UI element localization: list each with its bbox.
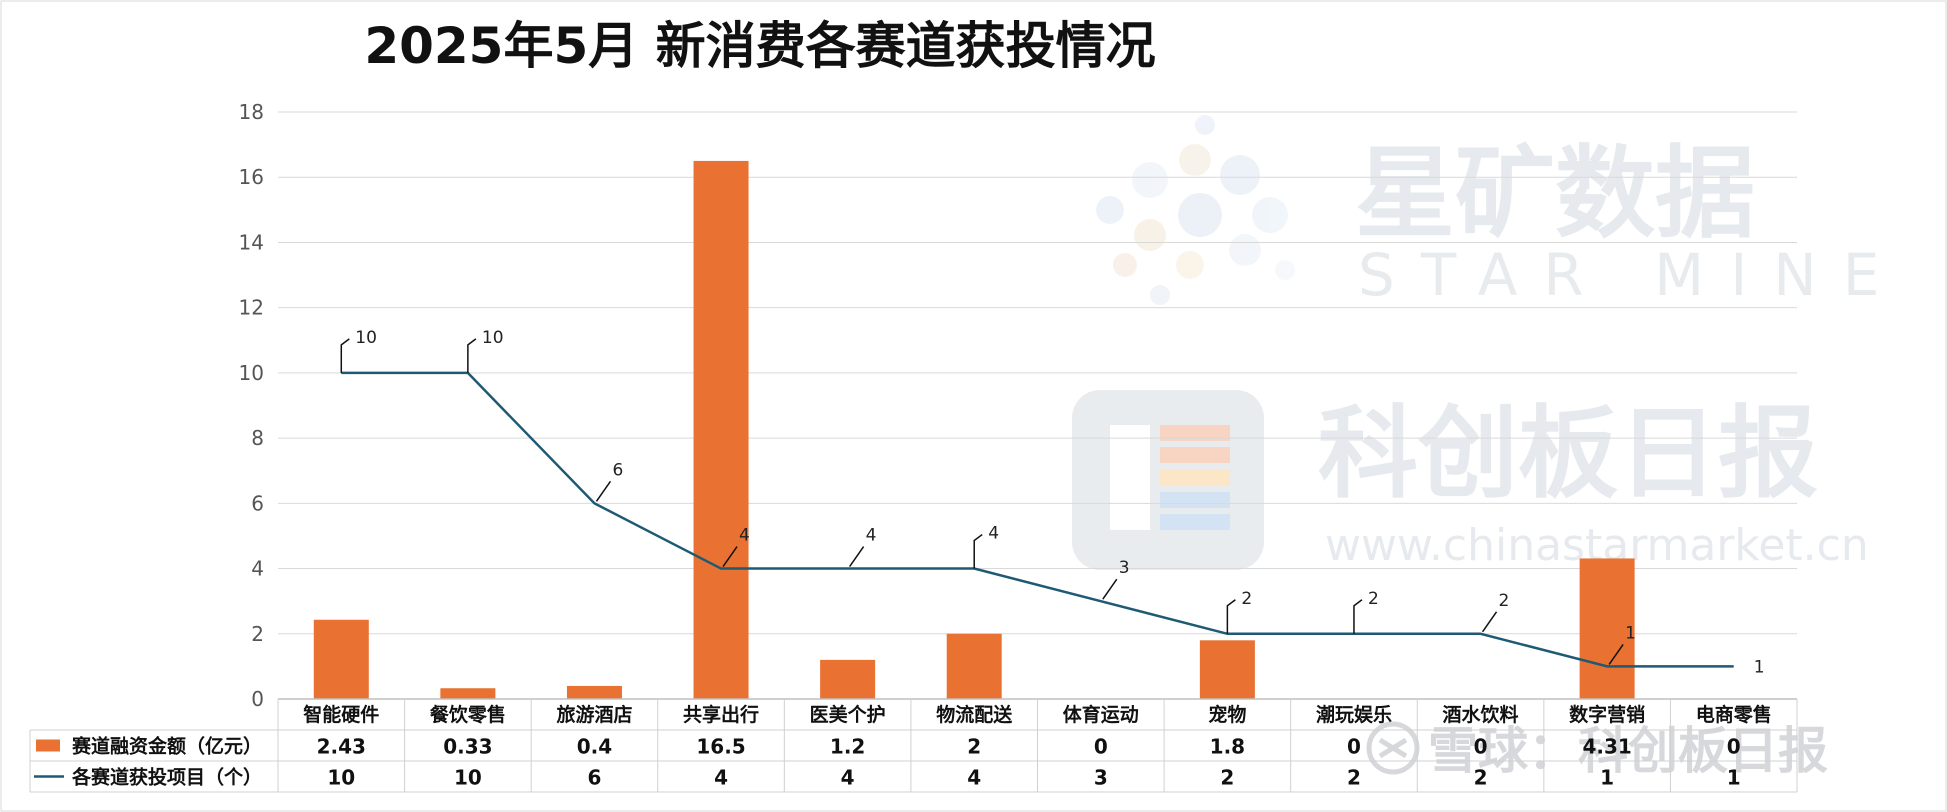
line-data-label: 2 (1241, 589, 1252, 609)
table-cell: 1 (1600, 766, 1614, 790)
table-cell: 2.43 (317, 735, 366, 759)
table-cell: 0 (1094, 735, 1108, 759)
legend-swatch (36, 739, 60, 752)
watermark-snowball: 雪球：科创板日报 (1428, 722, 1828, 780)
bar-layer (313, 160, 1635, 699)
table-cell: 4 (967, 766, 981, 790)
data-table: 智能硬件 餐饮零售 旅游酒店 共享出行 医美个护 物流配送 体育运动 宠物 潮玩娱乐 酒水饮料 数字… (29, 698, 1798, 793)
y-tick-label: 0 (251, 687, 264, 711)
category-label: 数字营销 (1569, 703, 1645, 726)
paper-logo (1072, 390, 1264, 570)
y-tick-label: 4 (251, 557, 264, 581)
line-data-label: 4 (988, 524, 999, 544)
category-label: 共享出行 (683, 703, 759, 726)
line-data-label: 6 (612, 460, 623, 480)
table-cell: 6 (587, 766, 601, 790)
table-cell: 10 (454, 766, 482, 790)
line-data-label: 4 (866, 526, 877, 546)
leader-line (1353, 599, 1363, 634)
legend-label: 各赛道获投项目（个） (71, 766, 262, 789)
star-mine-logo (1096, 115, 1295, 305)
leader-line (722, 546, 738, 567)
table-cell: 0 (1347, 735, 1361, 759)
y-tick-label: 6 (251, 491, 264, 515)
category-label: 医美个护 (810, 703, 886, 726)
line-data-label: 1 (1625, 623, 1636, 643)
y-tick-label: 18 (239, 100, 264, 124)
leader-line (1102, 578, 1118, 600)
y-tick-label: 10 (239, 361, 264, 385)
table-cell: 1 (1727, 766, 1741, 790)
leader-line (1608, 643, 1624, 665)
leader-line (849, 546, 865, 567)
table-cell: 2 (1474, 766, 1488, 790)
line-data-label: 10 (482, 328, 504, 348)
bar (946, 633, 1002, 699)
bar (566, 685, 622, 699)
table-cell: 0 (1727, 735, 1741, 759)
table-cell: 4 (714, 766, 728, 790)
table-cell: 4.31 (1582, 735, 1631, 759)
table-cell: 16.5 (696, 735, 745, 759)
chart-title: 2025年5月 新消费各赛道获投情况 (364, 17, 1155, 75)
watermark-brand-cn: 星矿数据 (1355, 135, 1755, 252)
y-tick-label: 16 (239, 165, 264, 189)
watermark-paper-name: 科创板日报 (1318, 395, 1818, 512)
series-line (341, 371, 1734, 668)
category-label: 旅游酒店 (556, 703, 632, 726)
category-label: 餐饮零售 (430, 703, 506, 726)
table-cell: 1.8 (1210, 735, 1245, 759)
y-tick-label: 14 (239, 230, 264, 254)
leader-line (1226, 599, 1236, 634)
table-cell: 2 (967, 735, 981, 759)
category-label: 物流配送 (936, 703, 1013, 726)
bar (313, 619, 369, 699)
category-label: 酒水饮料 (1443, 703, 1519, 726)
table-cell: 2 (1220, 766, 1234, 790)
category-label: 宠物 (1208, 703, 1246, 726)
bar (440, 688, 496, 699)
category-label: 电商零售 (1696, 703, 1772, 726)
category-label: 潮玩娱乐 (1316, 703, 1392, 726)
table-cell: 0 (1474, 735, 1488, 759)
bar (693, 160, 749, 699)
line-data-label: 10 (355, 328, 377, 348)
bar (1579, 558, 1635, 699)
line-layer: 10 10 6 4 4 4 3 2 2 2 1 1 (340, 328, 1765, 677)
leader-line (340, 338, 350, 373)
y-tick-label: 12 (239, 296, 264, 320)
watermark-brand-en: STAR MINE (1358, 241, 1905, 309)
line-data-label: 1 (1754, 657, 1765, 677)
table-cell: 3 (1094, 766, 1108, 790)
bar (820, 659, 876, 699)
y-tick-label: 8 (251, 426, 264, 450)
leader-line (467, 338, 477, 373)
line-data-label: 3 (1119, 558, 1130, 578)
y-tick-label: 2 (251, 622, 264, 646)
leader-line (595, 480, 612, 502)
category-label: 智能硬件 (303, 703, 379, 726)
table-cell: 0.33 (443, 735, 492, 759)
category-label: 体育运动 (1063, 703, 1139, 726)
table-cell: 4 (841, 766, 855, 790)
line-data-label: 4 (739, 526, 750, 546)
bar (1199, 640, 1255, 699)
table-cell: 1.2 (830, 735, 865, 759)
leader-line (1481, 611, 1498, 633)
table-cell: 10 (327, 766, 355, 790)
watermark-layer: 星矿数据 STAR MINE 科创板日报 www.chinastarmarket… (1072, 115, 1905, 780)
line-data-label: 2 (1499, 591, 1510, 611)
table-cell: 0.4 (577, 735, 612, 759)
table-cell: 2 (1347, 766, 1361, 790)
line-data-label: 2 (1368, 589, 1379, 609)
legend-label: 赛道融资金额（亿元） (71, 735, 262, 758)
leader-line (973, 533, 983, 569)
